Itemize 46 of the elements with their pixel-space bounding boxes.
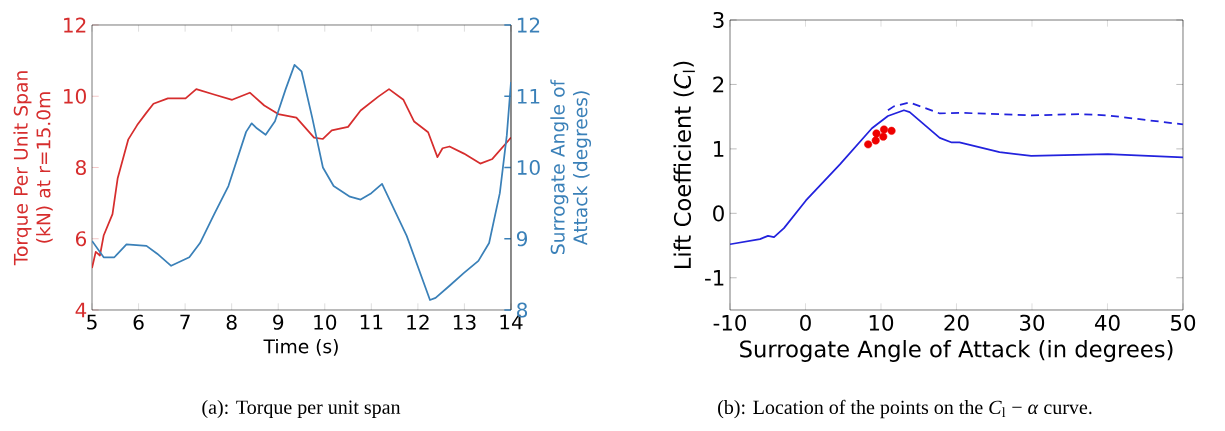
- x-tick-label: 9: [273, 314, 284, 330]
- x-axis-title: Time (s): [263, 338, 338, 356]
- x-tick-label: 30: [1020, 314, 1045, 331]
- x-tick-label: 20: [944, 314, 969, 331]
- point: [864, 140, 873, 149]
- x-tick-label: 10: [314, 314, 337, 330]
- x-tick-label: 8: [226, 314, 237, 330]
- y-tick-label: 4: [75, 302, 87, 318]
- text: (b): Location of the points on the C$_{l}$ − α curve.: [718, 399, 1092, 419]
- point: [871, 136, 880, 145]
- point: [879, 132, 888, 141]
- line-series: [887, 101, 1183, 126]
- y2-tick-label: 11: [517, 88, 540, 104]
- point: [880, 125, 889, 134]
- line-series: [92, 88, 511, 269]
- x-tick-label: 7: [180, 314, 190, 330]
- x-tick-label: 50: [1171, 314, 1196, 331]
- x-tick-label: 13: [453, 314, 476, 330]
- y-tick-label: 8: [75, 159, 86, 176]
- line-series: [730, 109, 1183, 246]
- y-tick-label: 10: [64, 88, 86, 104]
- y-tick-label: 2: [713, 76, 724, 93]
- y-tick-label: 1: [714, 141, 724, 157]
- text: (a): Torque per unit span: [202, 399, 401, 419]
- x-tick-label: 6: [133, 314, 144, 330]
- y-tick-label: 0: [713, 205, 724, 222]
- x-axis-title: Surrogate Angle of Attack (in degrees): [740, 339, 1173, 362]
- x-tick-label: 40: [1094, 314, 1120, 331]
- y2-axis-title: Surrogate Angle of Attack (degrees): [550, 79, 592, 254]
- x-tick-label: -10: [713, 314, 746, 331]
- x-tick-label: 5: [87, 314, 97, 330]
- y-tick-label: 12: [64, 17, 86, 33]
- y2-tick-label: 10: [517, 159, 540, 176]
- y-tick-label: -1: [705, 269, 724, 286]
- y-axis-title: Lift Coefficient (C$_{l}$): [673, 61, 695, 269]
- y2-tick-label: 12: [517, 17, 540, 33]
- y2-tick-label: 9: [516, 231, 528, 247]
- point: [872, 129, 881, 138]
- y-tick-label: 6: [75, 231, 87, 247]
- y-tick-label: 3: [713, 11, 724, 29]
- x-tick-label: 11: [360, 314, 383, 330]
- point: [887, 126, 896, 135]
- y-axis-title: Torque Per Unit Span (kN) at r=15.0m: [13, 71, 53, 266]
- x-tick-label: 12: [407, 314, 429, 330]
- x-tick-label: 0: [800, 314, 811, 331]
- x-tick-label: 10: [869, 314, 894, 331]
